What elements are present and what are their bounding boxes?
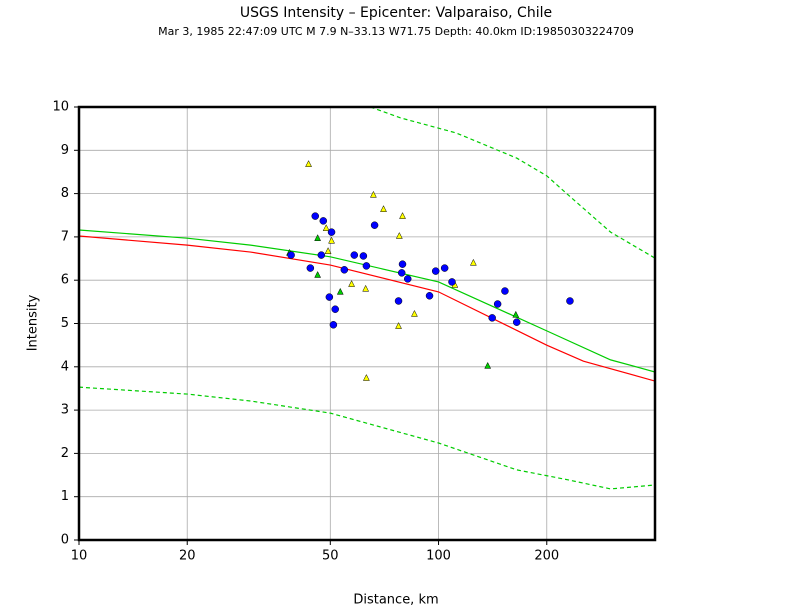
observation-point: [350, 251, 359, 259]
observation-triangle: [348, 280, 355, 287]
observation-point: [325, 293, 334, 301]
y-tick-label: 0: [61, 533, 69, 548]
observation-triangle: [411, 309, 418, 317]
observation-point: [311, 212, 319, 220]
y-tick-label: 2: [61, 446, 69, 461]
observation-point: [317, 251, 326, 259]
observation-triangle: [328, 236, 335, 244]
observation-point: [327, 228, 336, 236]
x-axis-label: Distance, km: [353, 593, 438, 608]
x-tick-label: 20: [179, 549, 196, 564]
chart-title: USGS Intensity – Epicenter: Valparaiso, …: [240, 5, 552, 21]
observation-triangle: [324, 247, 332, 254]
observation-point: [340, 266, 349, 274]
y-tick-label: 10: [52, 100, 69, 115]
observation-point: [493, 300, 502, 308]
observation-point: [287, 251, 295, 259]
x-tick-label: 100: [426, 549, 451, 564]
observation-triangle: [314, 234, 322, 241]
observation-triangle: [512, 310, 520, 318]
observation-point: [359, 252, 368, 260]
observation-point: [566, 297, 574, 305]
observation-point: [431, 267, 440, 275]
observation-point: [329, 321, 338, 329]
observation-triangle: [469, 258, 477, 266]
observation-triangle: [399, 212, 406, 219]
y-tick-label: 6: [61, 273, 69, 288]
observation-triangle: [380, 205, 387, 212]
observation-triangle: [305, 160, 312, 167]
observation-triangle: [395, 322, 402, 329]
y-tick-label: 1: [61, 489, 69, 504]
observation-triangle: [336, 287, 344, 295]
observation-point: [362, 262, 371, 270]
y-tick-label: 3: [61, 403, 69, 418]
curve: [370, 107, 655, 259]
observation-point: [512, 318, 521, 326]
observation-triangle: [362, 373, 370, 381]
observation-point: [425, 292, 434, 300]
chart-subtitle: Mar 3, 1985 22:47:09 UTC M 7.9 N–33.13 W…: [158, 25, 634, 38]
observation-triangle: [322, 224, 330, 231]
observation-point: [488, 314, 496, 322]
observation-point: [398, 260, 407, 268]
observation-triangle: [484, 361, 492, 369]
observation-triangle: [362, 284, 370, 292]
observation-triangle: [395, 231, 403, 239]
y-tick-label: 9: [61, 143, 69, 158]
observation-point: [394, 297, 403, 305]
observation-triangle: [370, 190, 377, 198]
observation-point: [440, 264, 449, 272]
observation-point: [331, 305, 339, 313]
observation-point: [501, 287, 509, 295]
x-tick-label: 50: [322, 549, 339, 564]
y-axis-label: Intensity: [26, 294, 41, 351]
observation-point: [403, 275, 412, 283]
observation-point: [370, 221, 379, 229]
y-tick-label: 4: [61, 359, 69, 374]
observation-triangle: [314, 270, 322, 278]
plot-area: [79, 107, 655, 490]
curve: [79, 229, 655, 373]
plot-frame: [77, 105, 657, 542]
x-tick-label: 200: [534, 549, 559, 564]
x-tick-label: 10: [71, 549, 88, 564]
curve: [79, 386, 655, 490]
y-tick-label: 5: [61, 316, 69, 331]
y-tick-label: 7: [61, 229, 69, 244]
y-tick-label: 8: [61, 186, 69, 201]
observation-point: [448, 278, 456, 286]
observation-point: [306, 264, 315, 272]
curve: [79, 235, 655, 382]
observation-point: [319, 217, 328, 225]
observation-point: [397, 269, 406, 277]
